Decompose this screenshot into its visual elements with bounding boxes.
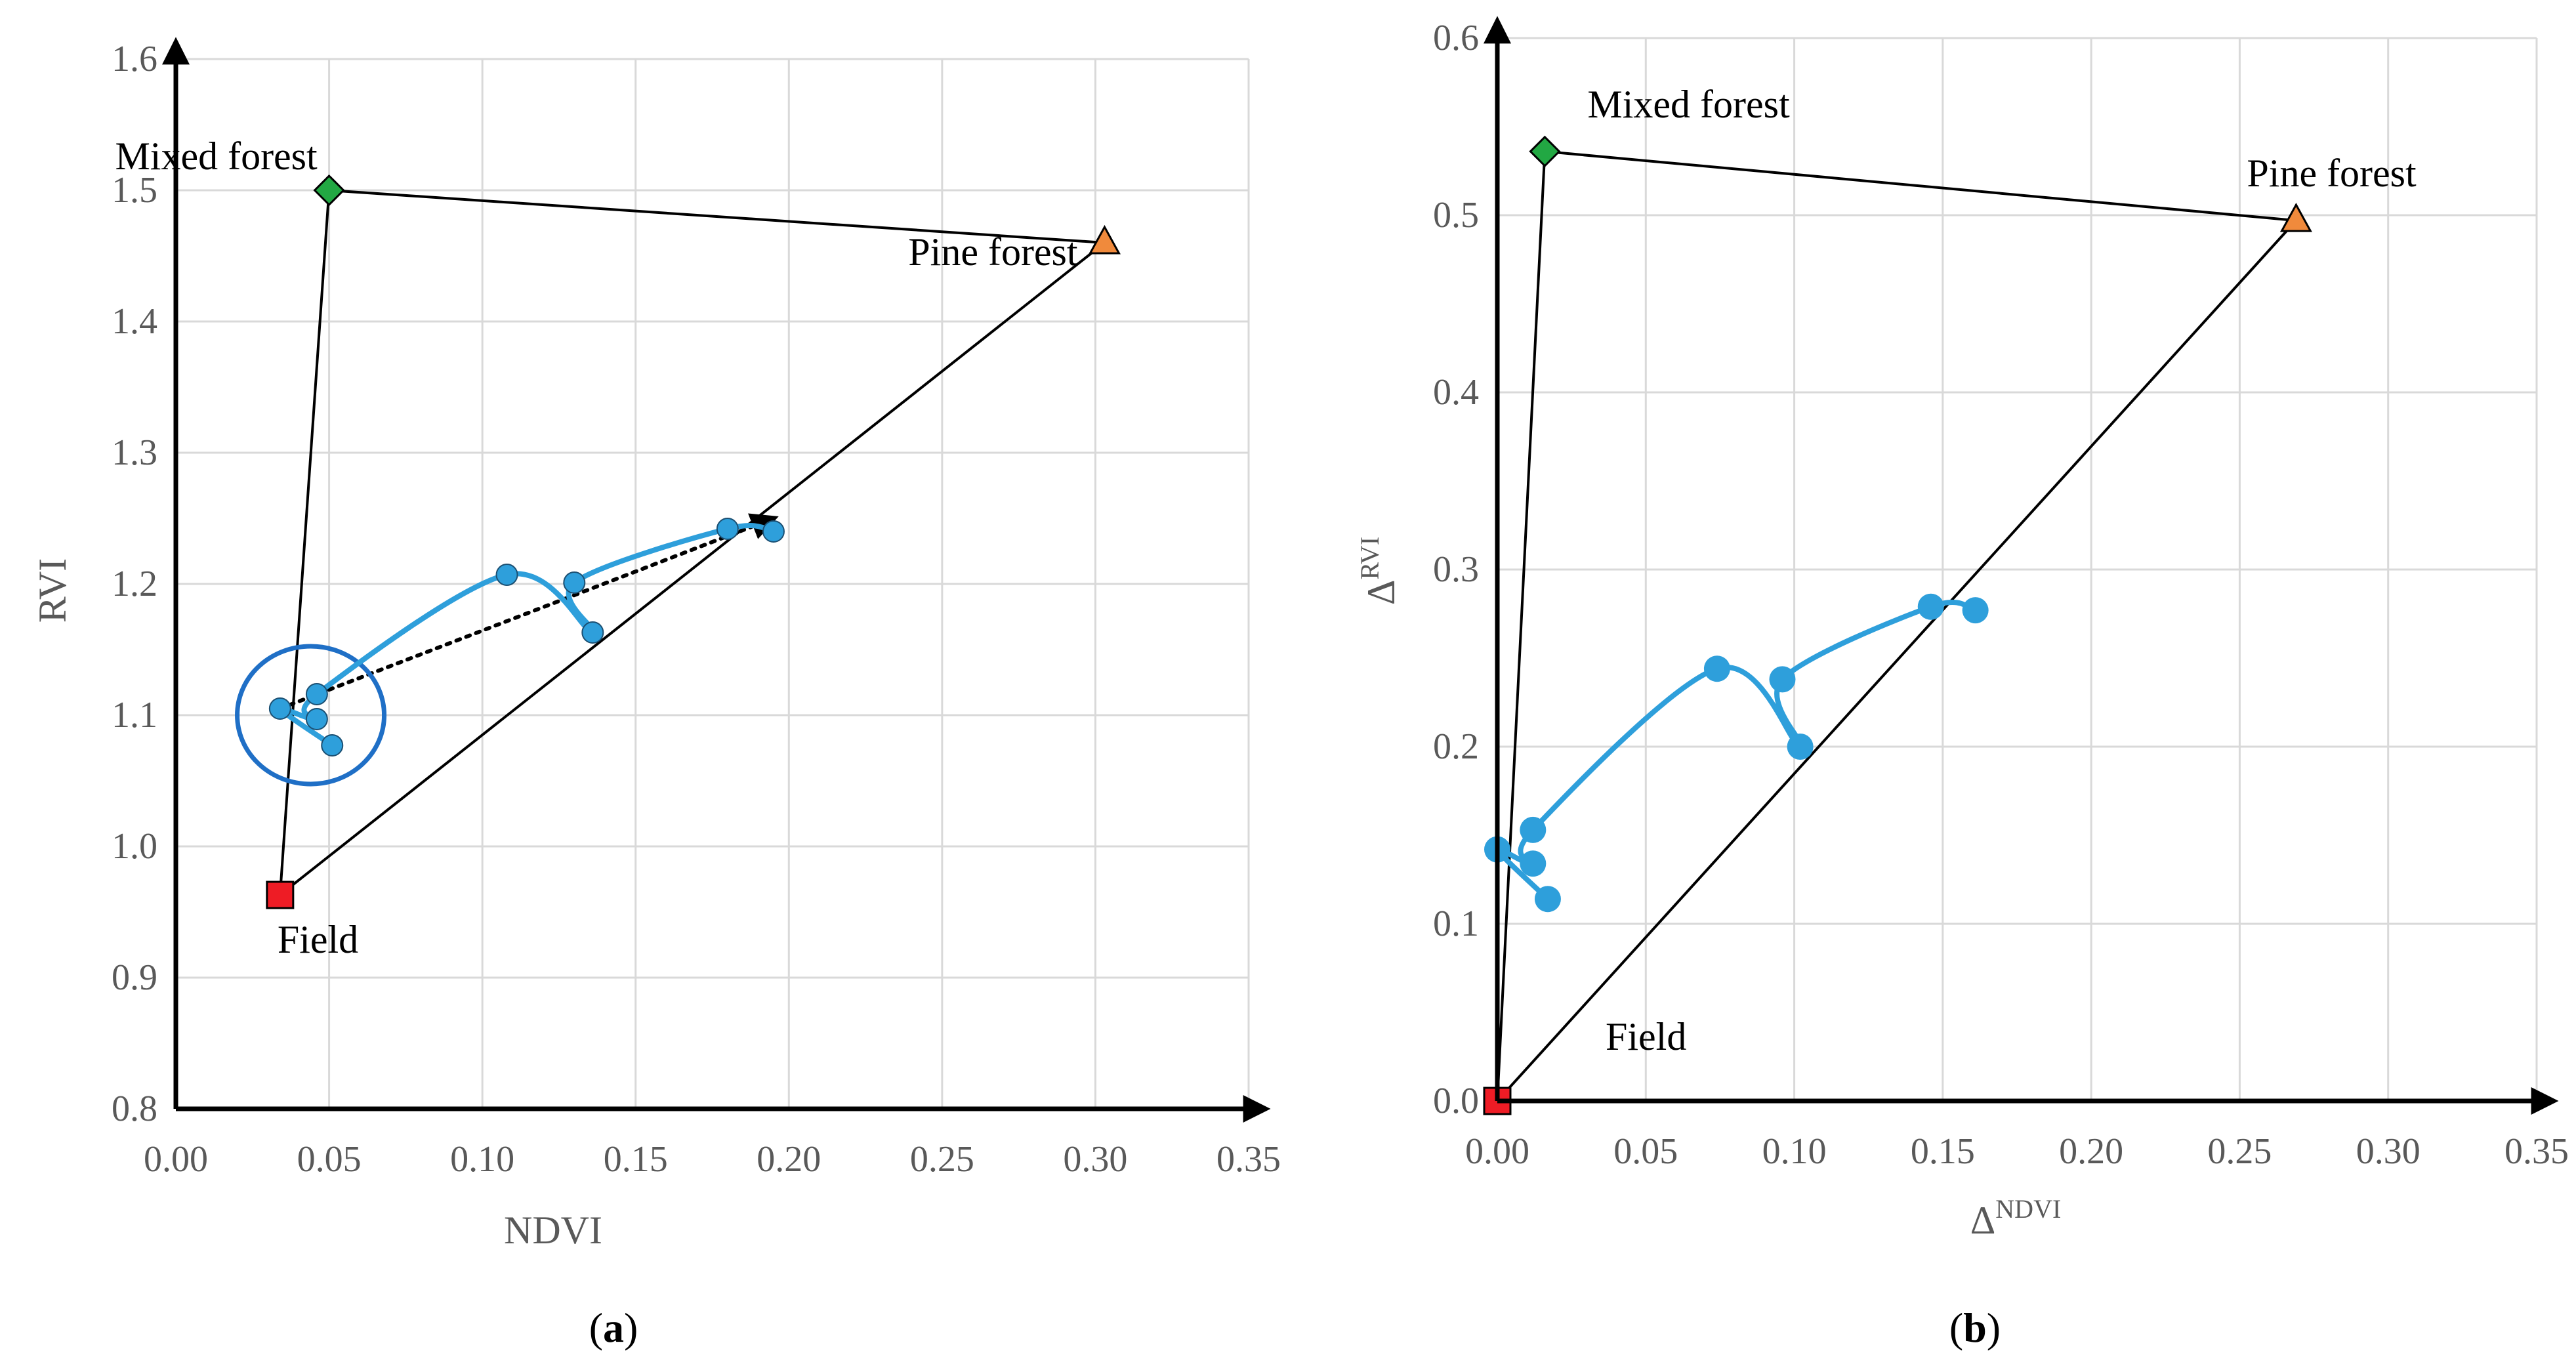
series-curve: [1494, 599, 1976, 902]
y-tick-label: 1.1: [112, 695, 157, 736]
pine-forest-marker: [2279, 202, 2312, 232]
y-axis-label-b: ΔRVI: [1355, 537, 1403, 605]
endmembers-b: Mixed forest Pine forest Field: [1483, 83, 2417, 1115]
panel-label-b: (b): [1949, 1304, 2001, 1351]
y-tick-label: 1.3: [112, 432, 157, 473]
y-tick-label: 0.3: [1433, 549, 1479, 590]
series-curve: [277, 523, 774, 748]
trend-layer-a: [235, 513, 779, 787]
panel-letter-a: a: [603, 1304, 624, 1351]
mixing-triangle: [1495, 150, 2299, 1105]
x-axis-label-a: NDVI: [504, 1209, 602, 1252]
tick-labels-b: 0.00 0.05 0.10 0.15 0.20 0.25 0.30 0.35 0.0 0.1 0.…: [1433, 18, 2569, 1172]
highlight-circle: [235, 644, 387, 787]
mixing-triangle-b: [1495, 150, 2299, 1105]
y-tick-label: 1.4: [112, 301, 157, 342]
endmembers-a: Mixed forest Pine forest Field: [115, 135, 1121, 961]
data-point: [495, 564, 518, 586]
y-tick-label: 1.5: [112, 170, 157, 211]
trend-arrow: [278, 513, 779, 711]
panel-letter-b: b: [1963, 1304, 1987, 1351]
x-tick-label: 0.10: [450, 1139, 514, 1180]
data-point: [563, 571, 586, 594]
tick-labels-a: 0.00 0.05 0.10 0.15 0.20 0.25 0.30 0.35 0.8 0.9 1.…: [112, 39, 1281, 1180]
y-tick-label: 0.2: [1433, 726, 1479, 767]
y-tick-label: 0.4: [1433, 372, 1479, 413]
x-axis-label-b-base: Δ: [1970, 1199, 1996, 1242]
x-tick-label: 0.05: [297, 1139, 362, 1180]
data-point: [762, 520, 785, 543]
y-tick-label: 0.5: [1433, 195, 1479, 236]
gridlines-a: [176, 58, 1250, 1109]
mixing-triangle: [278, 188, 1108, 898]
data-point: [1703, 655, 1730, 682]
data-point: [1917, 593, 1944, 620]
series-points-b: [1484, 593, 1989, 913]
field-marker: [266, 881, 295, 909]
endmember-label: Mixed forest: [1587, 83, 1790, 126]
x-axis-label-b: ΔNDVI: [1970, 1194, 2062, 1242]
x-tick-label: 0.15: [604, 1139, 668, 1180]
x-tick-label: 0.15: [1911, 1131, 1975, 1172]
data-point: [305, 708, 328, 730]
endmember-label: Field: [278, 918, 358, 961]
x-tick-label: 0.20: [2059, 1131, 2123, 1172]
endmember-label: Field: [1606, 1015, 1686, 1058]
data-point: [581, 621, 604, 644]
data-point: [1769, 666, 1796, 693]
x-tick-label: 0.25: [910, 1139, 974, 1180]
x-tick-label: 0.10: [1762, 1131, 1827, 1172]
y-tick-label: 0.6: [1433, 18, 1479, 58]
x-axis-label-b-sup: NDVI: [1995, 1194, 2061, 1224]
series-points-a: [268, 518, 785, 757]
x-tick-label: 0.30: [1063, 1139, 1127, 1180]
data-point: [305, 683, 328, 705]
x-tick-label: 0.25: [2207, 1131, 2272, 1172]
x-tick-label: 0.35: [1216, 1139, 1281, 1180]
axes-b: [1484, 16, 2559, 1115]
panel-label-a: (a): [589, 1304, 638, 1351]
series-curve-b: [1494, 599, 1976, 902]
y-tick-label: 0.8: [112, 1088, 157, 1129]
chart-panel-b: Mixed forest Pine forest Field 0.00 0.05 0.1…: [1355, 16, 2569, 1351]
data-point: [1520, 850, 1547, 877]
pine-forest-marker: [1088, 224, 1121, 255]
y-tick-label: 0.0: [1433, 1081, 1479, 1121]
mixing-triangle-a: [278, 188, 1108, 898]
y-tick-label: 1.6: [112, 39, 157, 79]
mixed-forest-marker: [313, 174, 345, 207]
data-point: [1520, 816, 1547, 843]
x-tick-label: 0.20: [757, 1139, 821, 1180]
y-tick-label: 1.0: [112, 826, 157, 867]
data-point: [321, 734, 344, 757]
data-point: [716, 518, 739, 540]
endmember-label: Pine forest: [2247, 152, 2417, 195]
data-point: [1534, 886, 1561, 913]
y-tick-label: 0.9: [112, 957, 157, 998]
y-axis-label-a: RVI: [31, 558, 74, 623]
x-tick-label: 0.05: [1613, 1131, 1678, 1172]
x-tick-label: 0.00: [1465, 1131, 1529, 1172]
mixed-forest-marker: [1529, 135, 1561, 167]
series-curve-a: [277, 523, 774, 748]
x-tick-label: 0.00: [144, 1139, 208, 1180]
data-point: [1962, 597, 1989, 624]
data-point: [1787, 734, 1814, 760]
x-tick-label: 0.30: [2356, 1131, 2420, 1172]
y-tick-label: 1.2: [112, 564, 157, 604]
endmember-label: Mixed forest: [115, 135, 318, 178]
x-tick-label: 0.35: [2504, 1131, 2569, 1172]
gridlines-b: [1497, 37, 2538, 1101]
axes-a: [162, 37, 1271, 1123]
y-axis-label-b-base: Δ: [1360, 580, 1403, 606]
y-axis-label-b-sup: RVI: [1355, 537, 1384, 580]
data-point: [268, 697, 291, 720]
y-tick-label: 0.1: [1433, 903, 1479, 944]
endmember-label: Pine forest: [908, 230, 1078, 274]
chart-panel-a: Mixed forest Pine forest Field 0.00 0.05 0.1…: [31, 37, 1281, 1351]
